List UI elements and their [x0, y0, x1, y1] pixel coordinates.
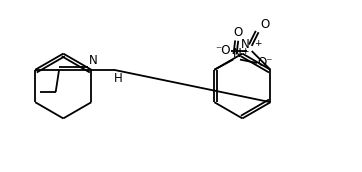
Text: N: N	[88, 54, 97, 67]
Text: O: O	[233, 26, 243, 39]
Text: O⁻: O⁻	[258, 56, 273, 69]
Text: ⁻O: ⁻O	[215, 44, 231, 57]
Text: N: N	[233, 47, 242, 60]
Text: O: O	[260, 18, 269, 31]
Text: N: N	[241, 38, 250, 51]
Text: +: +	[254, 39, 262, 48]
Text: H: H	[114, 72, 123, 85]
Text: +: +	[241, 47, 248, 56]
